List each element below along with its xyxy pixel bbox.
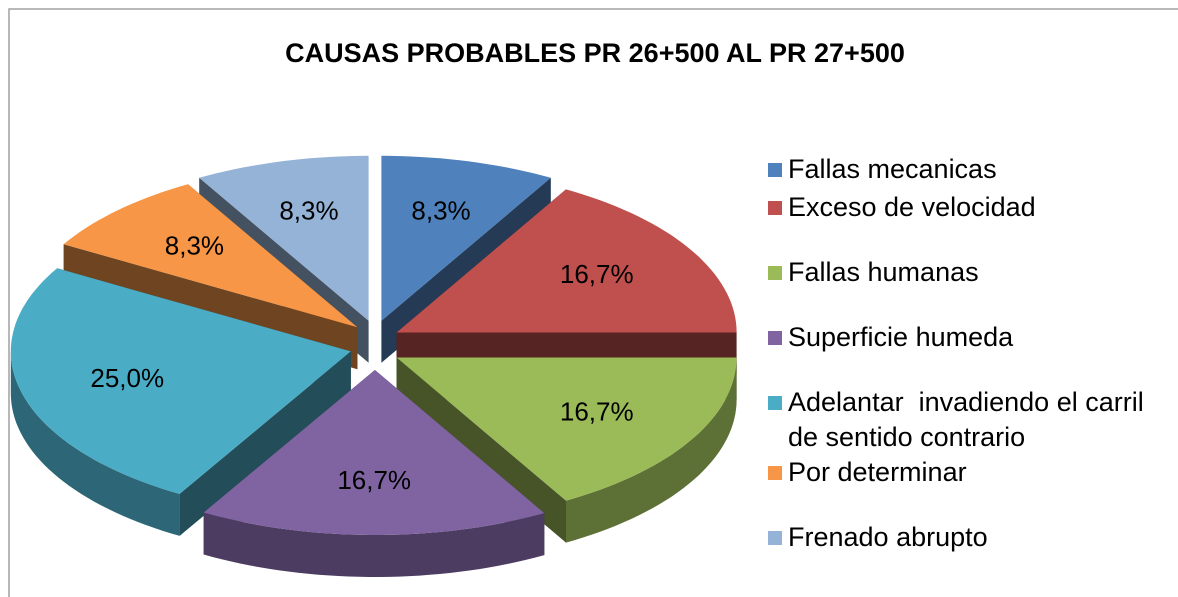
legend-label: Frenado abrupto [788,522,988,552]
legend-swatch [768,331,782,345]
legend-label: Superficie humeda [788,322,1014,352]
data-label: 16,7% [560,397,634,427]
slice-top [396,189,737,333]
slice-wall [179,351,351,536]
slice-side [10,351,180,536]
slice-side [566,357,737,543]
legend-item: Frenado abrupto [768,520,1168,555]
chart-title: CAUSAS PROBABLES PR 26+500 AL PR 27+500 [285,38,905,68]
legend-item: Por determinar [768,455,1168,490]
legend-swatch [768,396,782,410]
slice-top [199,155,369,321]
legend-swatch [768,531,782,545]
legend-item: Adelantar invadiendo el carril de sentid… [768,385,1168,455]
legend-swatch [768,466,782,480]
chart-border [8,8,1178,597]
data-label: 25,0% [90,363,164,393]
legend-label: Fallas mecanicas [788,154,997,184]
data-label: 8,3% [279,195,338,225]
slice [10,268,351,536]
slice-top [63,184,358,328]
legend-label: Por determinar [788,457,967,487]
legend-item: Superficie humeda [768,320,1168,355]
legend-item: Exceso de velocidad [768,190,1168,225]
legend-swatch [768,163,782,177]
legend-item: Fallas humanas [768,255,1168,290]
slice-side [203,512,545,577]
legend-label: Adelantar invadiendo el carril de sentid… [788,387,1152,452]
slice-top [203,370,545,535]
legend-swatch [768,266,782,280]
legend: Fallas mecanicas Exceso de velocidad Falla… [768,152,1168,555]
slice-top [381,155,551,321]
data-label: 16,7% [337,465,411,495]
legend-label: Fallas humanas [788,257,979,287]
data-label: 8,3% [411,195,470,225]
legend-swatch [768,201,782,215]
legend-label: Exceso de velocidad [788,192,1036,222]
data-label: 8,3% [165,231,224,261]
slice-top [10,268,351,494]
data-label: 16,7% [560,259,634,289]
slice-top [396,357,737,501]
slice [203,370,545,577]
legend-item: Fallas mecanicas [768,152,1168,187]
